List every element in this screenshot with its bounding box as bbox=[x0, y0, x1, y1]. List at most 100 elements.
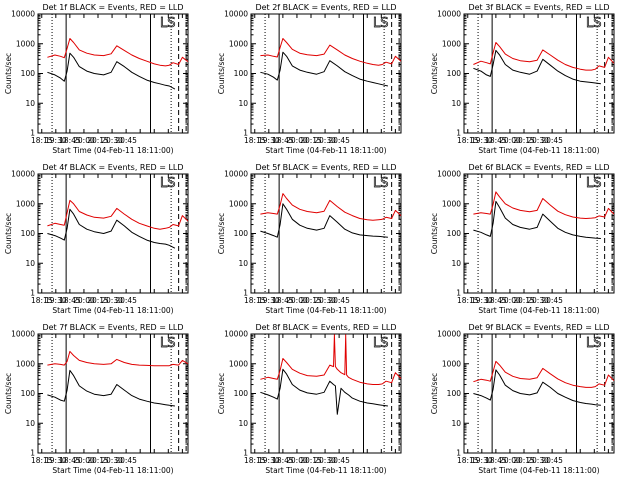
y-tick-label: 10 bbox=[238, 259, 248, 268]
y-tick-label: 10000 bbox=[11, 170, 35, 179]
y-tick-label: 10 bbox=[25, 419, 35, 428]
plot-frame bbox=[250, 333, 402, 454]
x-tick-label: 20:45 bbox=[115, 296, 137, 305]
x-tick-label: 20:15 bbox=[87, 456, 109, 465]
y-axis-label: Counts/sec bbox=[217, 373, 226, 414]
x-tick-label: 19:30 bbox=[45, 136, 67, 145]
legend-ls: LS bbox=[373, 336, 389, 351]
x-tick-label: 20:00 bbox=[499, 296, 521, 305]
x-tick-label: 18:45 bbox=[59, 296, 81, 305]
x-tick-label: 18:15 bbox=[244, 296, 266, 305]
events-series-line bbox=[260, 203, 388, 238]
x-tick-label: 19:30 bbox=[258, 296, 280, 305]
x-tick-label: 20:30 bbox=[527, 296, 549, 305]
panel-6: Det 6f BLACK = Events, RED = LLD 1 10 100 10… bbox=[430, 163, 615, 315]
y-tick-label: 10000 bbox=[11, 10, 35, 19]
y-tick-label: 10 bbox=[25, 99, 35, 108]
panel-title: Det 2f BLACK = Events, RED = LLD bbox=[255, 3, 396, 12]
y-tick-label: 1 bbox=[30, 289, 35, 298]
x-tick-label: 20:15 bbox=[300, 456, 322, 465]
panel-title: Det 9f BLACK = Events, RED = LLD bbox=[468, 323, 609, 332]
lld-series-line bbox=[473, 191, 615, 219]
lld-series-line bbox=[473, 360, 615, 388]
y-tick-label: 1000 bbox=[16, 199, 35, 208]
panel-5: Det 5f BLACK = Events, RED = LLD 1 10 100 10… bbox=[217, 163, 402, 315]
y-tick-label: 1000 bbox=[229, 39, 248, 48]
x-axis-label: Start Time (04-Feb-11 18:11:00) bbox=[478, 146, 599, 155]
y-tick-label: 1000 bbox=[16, 39, 35, 48]
lld-series-line bbox=[47, 199, 189, 230]
panel-2: Det 2f BLACK = Events, RED = LLD 1 10 100 10… bbox=[217, 3, 402, 155]
y-tick-label: 1000 bbox=[229, 359, 248, 368]
x-tick-label: 18:45 bbox=[485, 456, 507, 465]
y-tick-label: 100 bbox=[21, 229, 36, 238]
y-tick-label: 10 bbox=[451, 99, 461, 108]
y-tick-label: 10 bbox=[238, 419, 248, 428]
y-tick-label: 1 bbox=[456, 289, 461, 298]
events-series-line bbox=[473, 200, 601, 239]
x-axis-label: Start Time (04-Feb-11 18:11:00) bbox=[265, 466, 386, 475]
x-tick-label: 20:30 bbox=[527, 136, 549, 145]
x-tick-label: 20:30 bbox=[101, 136, 123, 145]
y-axis-label: Counts/sec bbox=[430, 53, 439, 94]
x-tick-label: 20:30 bbox=[101, 296, 123, 305]
y-tick-label: 100 bbox=[447, 69, 462, 78]
panel-title: Det 8f BLACK = Events, RED = LLD bbox=[255, 323, 396, 332]
x-tick-label: 20:30 bbox=[101, 456, 123, 465]
panel-title: Det 4f BLACK = Events, RED = LLD bbox=[42, 163, 183, 172]
panel-title: Det 1f BLACK = Events, RED = LLD bbox=[42, 3, 183, 12]
events-series-line bbox=[260, 368, 388, 415]
x-tick-label: 18:45 bbox=[59, 136, 81, 145]
y-tick-label: 1000 bbox=[229, 199, 248, 208]
panel-9: Det 9f BLACK = Events, RED = LLD 1 10 100 10… bbox=[430, 323, 615, 475]
panel-3: Det 3f BLACK = Events, RED = LLD 1 10 100 10… bbox=[430, 3, 615, 155]
x-tick-label: 20:15 bbox=[300, 296, 322, 305]
y-tick-label: 10 bbox=[25, 259, 35, 268]
x-tick-label: 20:45 bbox=[328, 296, 350, 305]
y-tick-label: 1000 bbox=[442, 39, 461, 48]
x-tick-label: 18:15 bbox=[457, 136, 479, 145]
x-tick-label: 18:15 bbox=[31, 456, 53, 465]
y-tick-label: 1 bbox=[243, 449, 248, 458]
x-axis-label: Start Time (04-Feb-11 18:11:00) bbox=[478, 306, 599, 315]
y-tick-label: 100 bbox=[447, 229, 462, 238]
x-tick-label: 18:15 bbox=[31, 136, 53, 145]
plot-frame bbox=[463, 13, 615, 134]
legend-ls: LS bbox=[373, 16, 389, 31]
panel-1: Det 1f BLACK = Events, RED = LLD 1 10 100 10… bbox=[4, 3, 189, 155]
legend-ls: LS bbox=[373, 176, 389, 191]
x-tick-label: 20:45 bbox=[115, 136, 137, 145]
y-tick-label: 10000 bbox=[224, 170, 248, 179]
lld-series-line bbox=[260, 193, 402, 221]
x-tick-label: 18:15 bbox=[244, 136, 266, 145]
y-axis-label: Counts/sec bbox=[4, 213, 13, 254]
y-axis-label: Counts/sec bbox=[217, 53, 226, 94]
events-series-line bbox=[473, 49, 601, 85]
x-tick-label: 20:00 bbox=[73, 296, 95, 305]
x-tick-label: 20:00 bbox=[286, 296, 308, 305]
y-tick-label: 100 bbox=[234, 229, 249, 238]
legend-ls: LS bbox=[160, 176, 176, 191]
legend-ls: LS bbox=[586, 336, 602, 351]
panel-8: Det 8f BLACK = Events, RED = LLD 1 10 100 10… bbox=[217, 323, 402, 475]
events-series-line bbox=[260, 51, 389, 87]
plot-frame bbox=[463, 173, 615, 294]
legend-ls: LS bbox=[586, 176, 602, 191]
y-axis-label: Counts/sec bbox=[430, 373, 439, 414]
y-tick-label: 10 bbox=[238, 99, 248, 108]
x-tick-label: 18:45 bbox=[485, 296, 507, 305]
x-axis-label: Start Time (04-Feb-11 18:11:00) bbox=[478, 466, 599, 475]
lld-series-line bbox=[47, 38, 189, 67]
x-tick-label: 20:15 bbox=[87, 296, 109, 305]
lld-series-line bbox=[260, 334, 402, 385]
x-tick-label: 20:00 bbox=[499, 136, 521, 145]
x-tick-label: 19:30 bbox=[471, 296, 493, 305]
x-tick-label: 19:30 bbox=[45, 296, 67, 305]
x-tick-label: 20:15 bbox=[87, 136, 109, 145]
plot-frame bbox=[37, 13, 189, 134]
y-tick-label: 1000 bbox=[442, 199, 461, 208]
x-tick-label: 20:45 bbox=[115, 456, 137, 465]
x-tick-label: 20:45 bbox=[541, 456, 563, 465]
panel-title: Det 5f BLACK = Events, RED = LLD bbox=[255, 163, 396, 172]
y-tick-label: 10000 bbox=[224, 330, 248, 339]
